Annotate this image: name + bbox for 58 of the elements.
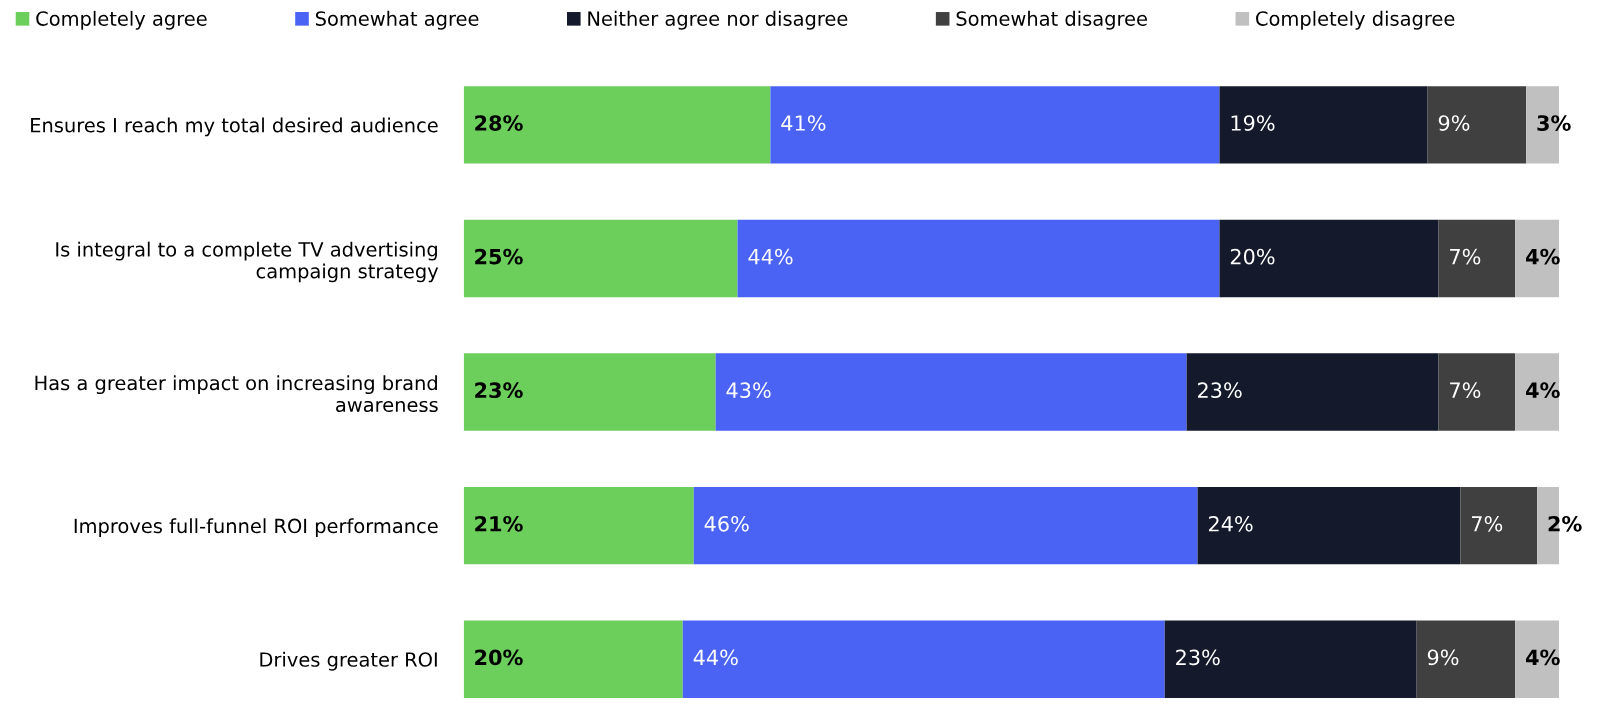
bar: [1438, 353, 1516, 431]
data-label: 9%: [1438, 115, 1470, 131]
bar: [1197, 486, 1461, 565]
y-tick-label: Has a greater impact on increasing brand awareness: [35, 375, 438, 413]
data-label: 43%: [726, 382, 771, 399]
data-label: 2%: [1548, 515, 1582, 532]
bar: [1219, 86, 1428, 164]
y-tick-label: Drives greater ROI: [260, 651, 437, 671]
bar: [463, 486, 694, 565]
data-label: 28%: [475, 115, 523, 131]
legend-label: Completely disagree: [1256, 10, 1455, 30]
bar: [1416, 620, 1516, 698]
legend-label: Somewhat agree: [315, 10, 479, 30]
data-label: 20%: [1230, 248, 1275, 265]
bar: [463, 353, 716, 431]
data-label: 46%: [704, 515, 749, 532]
data-label: 7%: [1472, 515, 1503, 532]
y-tick-label: Improves full-funnel ROI performance: [74, 518, 438, 538]
bar: [1219, 219, 1439, 298]
bar: [682, 620, 1165, 698]
bar: [1438, 219, 1516, 298]
data-label: 3%: [1537, 115, 1571, 131]
data-label: 44%: [693, 649, 738, 666]
legend-label: Somewhat disagree: [956, 10, 1147, 30]
data-label: 4%: [1526, 248, 1560, 265]
bar: [1460, 486, 1538, 565]
bar: [770, 86, 1220, 164]
data-label: 44%: [748, 248, 793, 265]
bar: [463, 219, 738, 298]
bar: [1515, 353, 1560, 431]
bar: [737, 219, 1220, 298]
bar: [463, 620, 683, 698]
bar: [1515, 219, 1560, 298]
bar: [1515, 620, 1560, 698]
bar: [693, 486, 1198, 565]
data-label: 23%: [1176, 649, 1220, 666]
data-label: 7%: [1450, 248, 1481, 265]
bar: [1164, 620, 1417, 698]
legend-label: Neither agree nor disagree: [588, 10, 848, 30]
data-label: 4%: [1526, 382, 1560, 399]
bar: [715, 353, 1187, 431]
y-tick-label: Ensures I reach my total desired audience: [31, 117, 438, 137]
data-label: 20%: [475, 649, 523, 666]
y-tick-label: Is integral to a complete TV advertising campaign strategy: [56, 241, 439, 283]
bar: [1186, 353, 1439, 431]
data-label: 19%: [1231, 115, 1275, 131]
bar: [1427, 86, 1527, 164]
data-label: 21%: [475, 515, 523, 532]
data-label: 23%: [475, 382, 523, 399]
data-label: 4%: [1526, 649, 1560, 666]
data-label: 23%: [1198, 382, 1242, 399]
data-label: 25%: [475, 248, 523, 265]
bar: [463, 86, 771, 164]
data-label: 24%: [1208, 515, 1253, 532]
legend-label: Completely agree: [36, 10, 207, 30]
data-label: 41%: [781, 115, 826, 131]
data-label: 9%: [1427, 649, 1459, 666]
data-label: 7%: [1450, 382, 1481, 399]
